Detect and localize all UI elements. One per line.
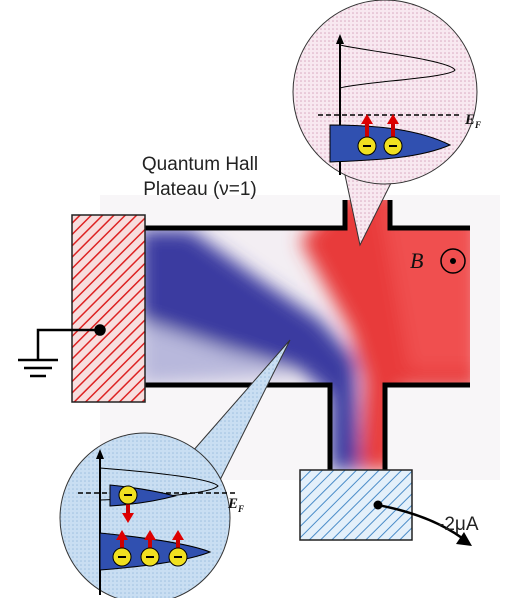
plateau-line1: Quantum Hall (142, 154, 258, 175)
fermi-sub: F (474, 120, 481, 130)
fermi-label-top: EF (464, 112, 481, 130)
fermi-label-bottom: EF (227, 496, 244, 514)
drain-contact (300, 470, 412, 540)
fermi-sub: F (237, 504, 244, 514)
plateau-line2: Plateau (ν=1) (143, 179, 257, 200)
field-label: B (410, 248, 423, 273)
diagram: -2μA B Quantum Hall Plateau (ν=1) EF EF (0, 0, 516, 598)
fermi-main: E (464, 112, 475, 128)
current-label: -2μA (438, 514, 479, 535)
fermi-main: E (227, 496, 238, 512)
source-contact (72, 215, 145, 402)
